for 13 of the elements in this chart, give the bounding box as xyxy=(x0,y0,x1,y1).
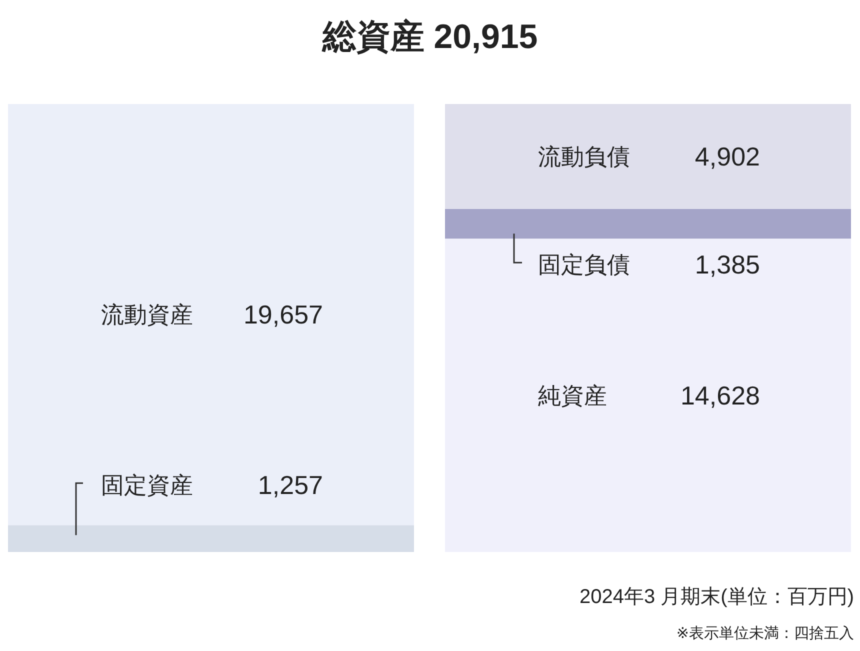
data-label: 1,257 xyxy=(258,470,323,500)
data-label: 14,628 xyxy=(680,380,760,410)
series-label: 流動資産 xyxy=(101,302,193,328)
data-label: 19,657 xyxy=(243,300,323,330)
series-label: 固定負債 xyxy=(538,252,630,278)
chart-title: 総資産 20,915 xyxy=(320,17,539,58)
data-label: 1,385 xyxy=(694,250,760,280)
data-label: 4,902 xyxy=(694,142,760,172)
series-label: 固定資産 xyxy=(101,472,193,498)
series-label: 流動負債 xyxy=(538,144,630,170)
text: 2024年3 月期末(単位：百万円) xyxy=(580,585,854,610)
series-label: 純資産 xyxy=(538,382,607,408)
text: ※表示単位未満：四捨五入 xyxy=(676,624,854,643)
